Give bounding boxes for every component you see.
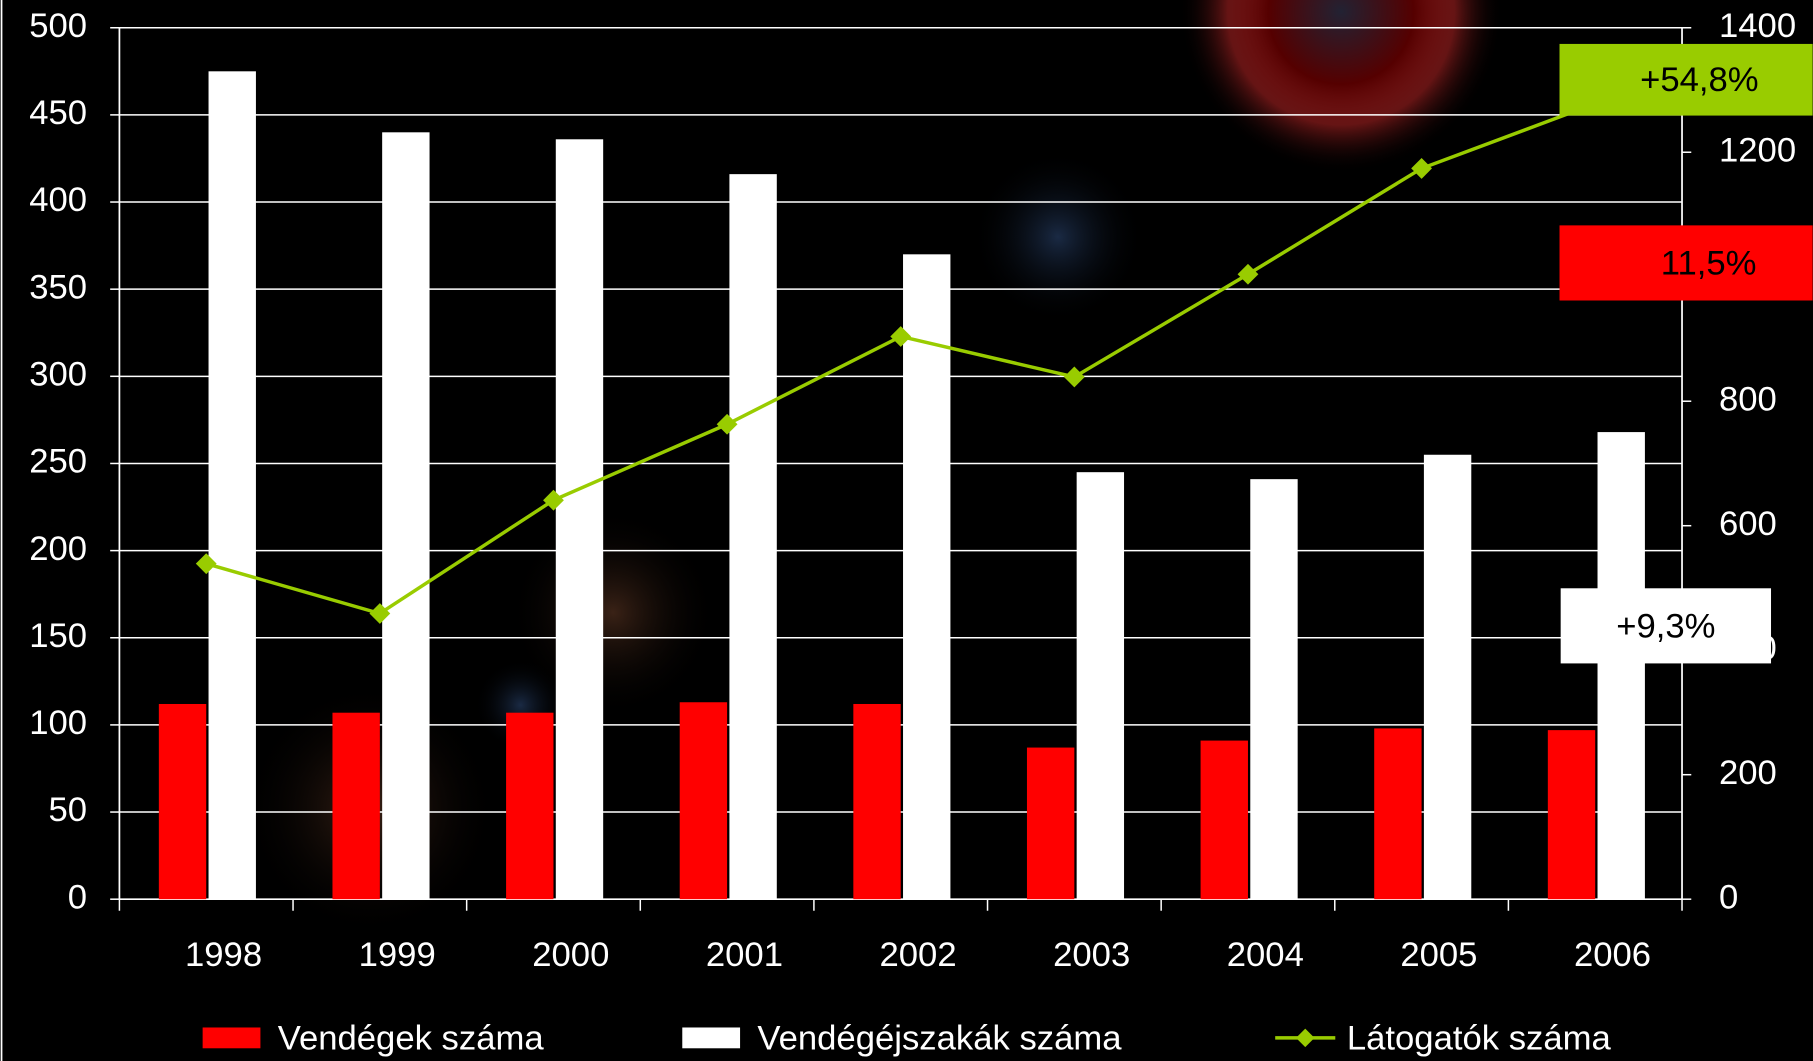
y-tick-label: 450 (29, 94, 87, 132)
legend-label: Vendégek száma (278, 1019, 545, 1057)
y-tick-label: 350 (29, 268, 87, 306)
y2-tick-label: 200 (1719, 754, 1777, 792)
bar (382, 132, 430, 900)
marker (1411, 158, 1432, 179)
y-tick-label: 50 (48, 791, 87, 829)
decoration (1179, 0, 1503, 174)
bar (1026, 747, 1075, 900)
marker (543, 489, 564, 511)
y2-tick-label: 600 (1719, 505, 1777, 543)
marker (716, 413, 738, 435)
y-tick-label: 250 (29, 443, 87, 481)
annotation-label: +9,3% (1616, 607, 1715, 645)
bar (679, 702, 728, 900)
legend-label: Látogatók száma (1347, 1019, 1612, 1057)
bar (555, 139, 604, 900)
y2-tick-label: 1400 (1719, 7, 1796, 45)
y-tick-label: 200 (29, 530, 87, 568)
y-tick-label: 500 (29, 7, 87, 45)
x-tick-label: 2003 (1053, 936, 1130, 974)
bar (729, 174, 777, 900)
bar (1597, 432, 1645, 900)
x-tick-label: 1999 (359, 936, 436, 974)
bar (1547, 730, 1596, 900)
x-tick-label: 2000 (532, 936, 609, 974)
y-tick-label: 300 (29, 355, 87, 393)
legend-swatch (682, 1027, 741, 1049)
annotation-label: +54,8% (1640, 61, 1759, 99)
y2-tick-label: 0 (1719, 878, 1738, 916)
bar (158, 703, 207, 900)
decoration (971, 150, 1145, 324)
marker (890, 326, 912, 347)
bar (1374, 728, 1422, 900)
annotation-box (1559, 225, 1813, 301)
x-tick-label: 2006 (1574, 936, 1651, 974)
y-tick-label: 150 (29, 617, 87, 655)
y-tick-label: 400 (29, 181, 87, 219)
bar (1200, 740, 1248, 900)
bar (208, 71, 256, 900)
x-tick-label: 1998 (185, 936, 262, 974)
bar (1076, 472, 1125, 900)
y2-tick-label: 800 (1719, 380, 1777, 418)
x-tick-label: 2001 (706, 936, 783, 974)
bar (853, 703, 901, 900)
annotation-box (1560, 588, 1772, 664)
marker (1063, 366, 1085, 388)
y-tick-label: 0 (68, 878, 87, 916)
x-tick-label: 2002 (880, 936, 957, 974)
legend-swatch (202, 1027, 261, 1049)
legend-label: Vendégéjszakák száma (757, 1019, 1122, 1057)
bar (903, 254, 951, 900)
bar (332, 712, 380, 900)
y-tick-label: 100 (29, 704, 87, 742)
x-tick-label: 2004 (1227, 936, 1304, 974)
marker (369, 603, 391, 624)
annotation-label: 11,5% (1661, 244, 1757, 282)
annotation-box (1559, 43, 1813, 116)
bar (506, 712, 554, 900)
y2-tick-label: 1200 (1719, 131, 1796, 169)
bar (1423, 454, 1472, 900)
bar (1250, 479, 1298, 900)
marker (1237, 263, 1259, 285)
x-tick-label: 2005 (1400, 936, 1477, 974)
